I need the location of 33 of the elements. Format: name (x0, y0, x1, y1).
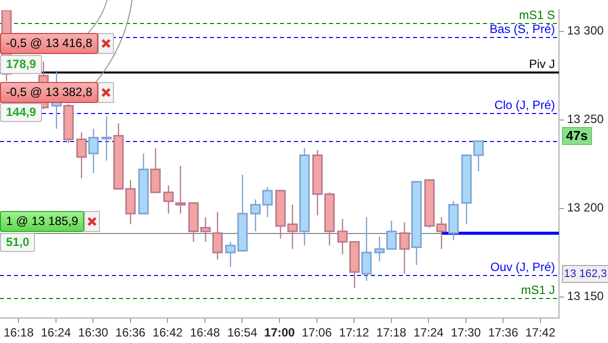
ref-line-label: Clo (J, Pré) (494, 98, 555, 112)
x-tick-label: 16:30 (78, 326, 109, 340)
x-tick-label: 17:24 (414, 326, 444, 340)
annotation: 51,0 (0, 233, 36, 252)
x-tick-label: 17:42 (525, 326, 556, 340)
y-tick-label: 13 150 (567, 289, 604, 304)
annotation: 178,9 (0, 55, 42, 74)
x-tick-label: 16:42 (152, 326, 184, 340)
ref-line-label: mS1 J (520, 282, 555, 297)
x-tick-label: 17:36 (488, 326, 518, 340)
y-tick-label: 13 300 (567, 24, 604, 38)
y-tick-label: 13 200 (567, 200, 604, 215)
x-tick-label: 17:30 (450, 326, 482, 340)
annotation: 144,9 (0, 103, 42, 122)
x-tick-label: 16:18 (4, 326, 34, 340)
text: 13 162,3 (562, 265, 608, 283)
annotation: 1 @ 13 185,9 (0, 211, 84, 232)
ref-line-label: Ouv (J, Pré) (490, 260, 555, 274)
y-tick-label: 13 250 (567, 112, 604, 126)
ref-line-label: Bas (S, Pré) (490, 22, 555, 36)
text: 47s (562, 127, 592, 145)
x-tick-label: 17:18 (376, 326, 407, 340)
ref-line-label: mS1 S (518, 8, 555, 22)
x-tick-label: 17:06 (302, 326, 332, 340)
annotation: -0,5 @ 13 382,8 (0, 82, 98, 103)
ref-line-label: Piv J (528, 56, 555, 71)
x-tick-label: 17:12 (339, 326, 370, 340)
x-tick-label: 16:24 (40, 326, 72, 340)
annotation: -0,5 @ 13 416,8 (0, 33, 98, 54)
x-tick-label: 16:54 (227, 326, 258, 340)
x-tick-label: 16:36 (115, 326, 146, 340)
x-tick-label: 17:00 (264, 326, 296, 340)
x-tick-label: 16:48 (190, 326, 220, 340)
